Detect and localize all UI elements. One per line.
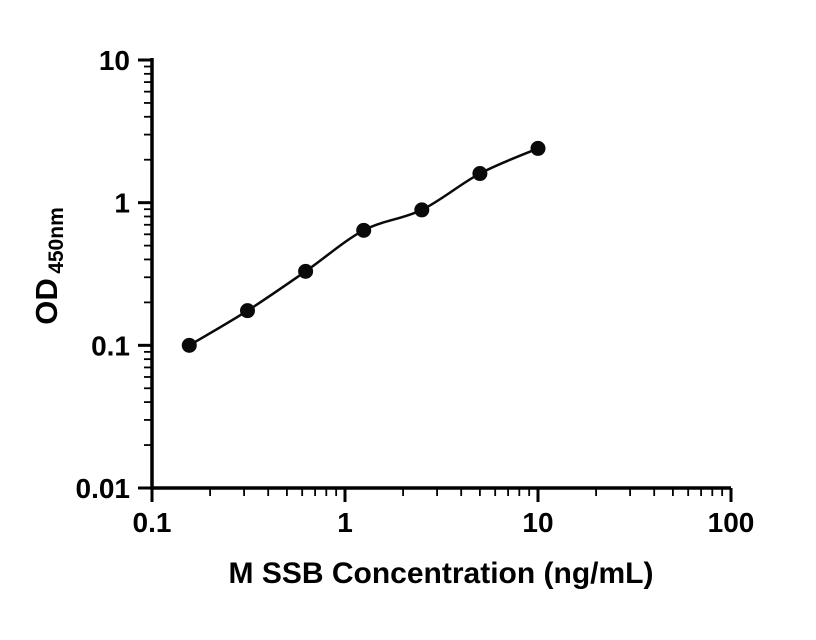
x-tick-label: 10 <box>522 507 553 538</box>
data-point <box>472 166 488 182</box>
data-point <box>298 263 314 279</box>
y-axis-title-main: OD <box>29 278 64 325</box>
x-tick-label: 1 <box>337 507 353 538</box>
y-axis-title: OD 450nm <box>29 207 68 325</box>
y-tick-label: 10 <box>99 45 130 76</box>
x-axis-title: M SSB Concentration (ng/mL) <box>229 557 654 590</box>
data-point <box>356 222 372 238</box>
y-tick-label: 0.1 <box>91 330 130 361</box>
data-point <box>181 337 197 353</box>
x-tick-label: 100 <box>708 507 755 538</box>
axis-spines <box>150 58 731 490</box>
data-point <box>530 140 546 156</box>
y-tick-label: 0.01 <box>76 473 131 504</box>
data-point <box>414 202 430 218</box>
y-axis-title-sub: 450nm <box>45 207 68 274</box>
data-point <box>240 303 256 319</box>
y-tick-label: 1 <box>114 188 130 219</box>
x-tick-label: 0.1 <box>133 507 172 538</box>
